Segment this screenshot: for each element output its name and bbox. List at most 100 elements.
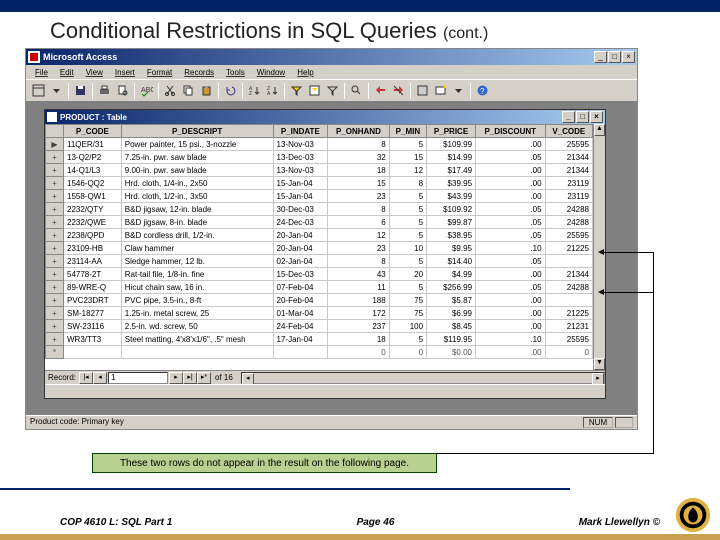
cell[interactable]: .00 bbox=[476, 294, 546, 307]
cell[interactable]: 30-Dec-03 bbox=[273, 203, 328, 216]
new-record-row[interactable]: *00$0.00.000 bbox=[46, 346, 593, 359]
cell[interactable]: Hicut chain saw, 16 in. bbox=[121, 281, 273, 294]
dropdown-button[interactable] bbox=[48, 82, 65, 99]
cell[interactable]: 9.00-in. pwr. saw blade bbox=[121, 164, 273, 177]
cell[interactable]: 15 bbox=[389, 151, 426, 164]
cell[interactable]: $5.87 bbox=[427, 294, 476, 307]
row-selector[interactable]: + bbox=[46, 216, 64, 229]
cell[interactable]: 24-Feb-04 bbox=[273, 320, 328, 333]
row-selector[interactable]: + bbox=[46, 242, 64, 255]
cell[interactable]: 15 bbox=[328, 177, 390, 190]
next-record-button[interactable]: ▸ bbox=[169, 372, 183, 384]
cell[interactable]: 17-Jan-04 bbox=[273, 333, 328, 346]
cell[interactable]: 5 bbox=[389, 255, 426, 268]
cell[interactable]: .00 bbox=[476, 190, 546, 203]
cell[interactable]: 32 bbox=[328, 151, 390, 164]
cell[interactable]: 23114-AA bbox=[64, 255, 122, 268]
prev-record-button[interactable]: ◂ bbox=[93, 372, 107, 384]
undo-button[interactable] bbox=[222, 82, 239, 99]
row-selector[interactable]: + bbox=[46, 307, 64, 320]
cell[interactable]: $4.99 bbox=[427, 268, 476, 281]
row-selector[interactable]: + bbox=[46, 255, 64, 268]
cell[interactable]: 2.5-in. wd. screw, 50 bbox=[121, 320, 273, 333]
row-selector[interactable]: + bbox=[46, 281, 64, 294]
cut-button[interactable] bbox=[162, 82, 179, 99]
row-selector[interactable]: + bbox=[46, 177, 64, 190]
help-button[interactable]: ? bbox=[474, 82, 491, 99]
cell[interactable]: 23 bbox=[328, 190, 390, 203]
cell[interactable] bbox=[64, 346, 122, 359]
row-selector[interactable]: + bbox=[46, 333, 64, 346]
cell[interactable]: B&D jigsaw, 8-in. blade bbox=[121, 216, 273, 229]
cell[interactable]: Sledge hammer, 12 lb. bbox=[121, 255, 273, 268]
column-header[interactable]: V_CODE bbox=[545, 125, 592, 138]
cell[interactable]: 18 bbox=[328, 333, 390, 346]
cell[interactable]: 20-Jan-04 bbox=[273, 229, 328, 242]
column-header[interactable]: P_DESCRIPT bbox=[121, 125, 273, 138]
cell[interactable]: 14-Q1/L3 bbox=[64, 164, 122, 177]
cell[interactable]: 21344 bbox=[545, 151, 592, 164]
cell[interactable]: 11 bbox=[328, 281, 390, 294]
cell[interactable]: 20-Jan-04 bbox=[273, 242, 328, 255]
cell[interactable]: $17.49 bbox=[427, 164, 476, 177]
menu-records[interactable]: Records bbox=[179, 68, 219, 77]
table-minimize-button[interactable]: _ bbox=[562, 111, 575, 123]
cell[interactable]: 23119 bbox=[545, 190, 592, 203]
cell[interactable]: 18 bbox=[328, 164, 390, 177]
table-row[interactable]: +WR3/TT3Steel matting, 4'x8'x1/6", .5" m… bbox=[46, 333, 593, 346]
cell[interactable]: SW-23116 bbox=[64, 320, 122, 333]
cell[interactable]: 21344 bbox=[545, 268, 592, 281]
table-close-button[interactable]: × bbox=[590, 111, 603, 123]
cell[interactable]: 20-Feb-04 bbox=[273, 294, 328, 307]
cell[interactable]: $38.95 bbox=[427, 229, 476, 242]
cell[interactable]: 188 bbox=[328, 294, 390, 307]
cell[interactable] bbox=[545, 294, 592, 307]
cell[interactable]: $14.99 bbox=[427, 151, 476, 164]
cell[interactable]: 23119 bbox=[545, 177, 592, 190]
table-row[interactable]: +14-Q1/L39.00-in. pwr. saw blade13-Nov-0… bbox=[46, 164, 593, 177]
cell[interactable]: 2232/QTY bbox=[64, 203, 122, 216]
sort-asc-button[interactable]: AZ bbox=[246, 82, 263, 99]
cell[interactable]: $109.92 bbox=[427, 203, 476, 216]
cell[interactable]: 1546-QQ2 bbox=[64, 177, 122, 190]
cell[interactable]: $109.99 bbox=[427, 138, 476, 151]
cell[interactable]: 0 bbox=[545, 346, 592, 359]
cell[interactable]: 24288 bbox=[545, 203, 592, 216]
column-header[interactable]: P_INDATE bbox=[273, 125, 328, 138]
column-header[interactable]: P_DISCOUNT bbox=[476, 125, 546, 138]
dropdown2-button[interactable] bbox=[450, 82, 467, 99]
minimize-button[interactable]: _ bbox=[594, 51, 607, 63]
find-button[interactable] bbox=[348, 82, 365, 99]
vertical-scrollbar[interactable]: ▲ ▼ bbox=[593, 124, 605, 370]
cell[interactable]: 25595 bbox=[545, 138, 592, 151]
cell[interactable]: 5 bbox=[389, 190, 426, 203]
cell[interactable]: 12 bbox=[328, 229, 390, 242]
cell[interactable]: .05 bbox=[476, 255, 546, 268]
row-selector[interactable]: + bbox=[46, 268, 64, 281]
cell[interactable]: 21344 bbox=[545, 164, 592, 177]
table-row[interactable]: +SW-231162.5-in. wd. screw, 5024-Feb-042… bbox=[46, 320, 593, 333]
table-row[interactable]: +2232/QTYB&D jigsaw, 12-in. blade30-Dec-… bbox=[46, 203, 593, 216]
menu-insert[interactable]: Insert bbox=[110, 68, 140, 77]
scroll-right-button[interactable]: ▸ bbox=[592, 373, 604, 385]
cell[interactable]: .05 bbox=[476, 203, 546, 216]
cell[interactable]: $119.95 bbox=[427, 333, 476, 346]
cell[interactable]: 25595 bbox=[545, 333, 592, 346]
last-record-button[interactable]: ▸| bbox=[183, 372, 197, 384]
column-header[interactable]: P_PRICE bbox=[427, 125, 476, 138]
cell[interactable]: .10 bbox=[476, 242, 546, 255]
cell[interactable]: 15-Jan-04 bbox=[273, 177, 328, 190]
preview-button[interactable] bbox=[114, 82, 131, 99]
cell[interactable]: 43 bbox=[328, 268, 390, 281]
cell[interactable]: Hrd. cloth, 1/2-in., 3x50 bbox=[121, 190, 273, 203]
cell[interactable]: 0 bbox=[328, 346, 390, 359]
table-row[interactable]: +PVC23DRTPVC pipe, 3.5-in., 8-ft20-Feb-0… bbox=[46, 294, 593, 307]
cell[interactable]: 7.25-in. pwr. saw blade bbox=[121, 151, 273, 164]
maximize-button[interactable]: □ bbox=[608, 51, 621, 63]
cell[interactable] bbox=[121, 346, 273, 359]
horizontal-scrollbar[interactable]: ◂ ▸ bbox=[241, 372, 605, 384]
column-header[interactable]: P_MIN bbox=[389, 125, 426, 138]
cell[interactable]: 21225 bbox=[545, 307, 592, 320]
cell[interactable]: $43.99 bbox=[427, 190, 476, 203]
cell[interactable]: Hrd. cloth, 1/4-in., 2x50 bbox=[121, 177, 273, 190]
